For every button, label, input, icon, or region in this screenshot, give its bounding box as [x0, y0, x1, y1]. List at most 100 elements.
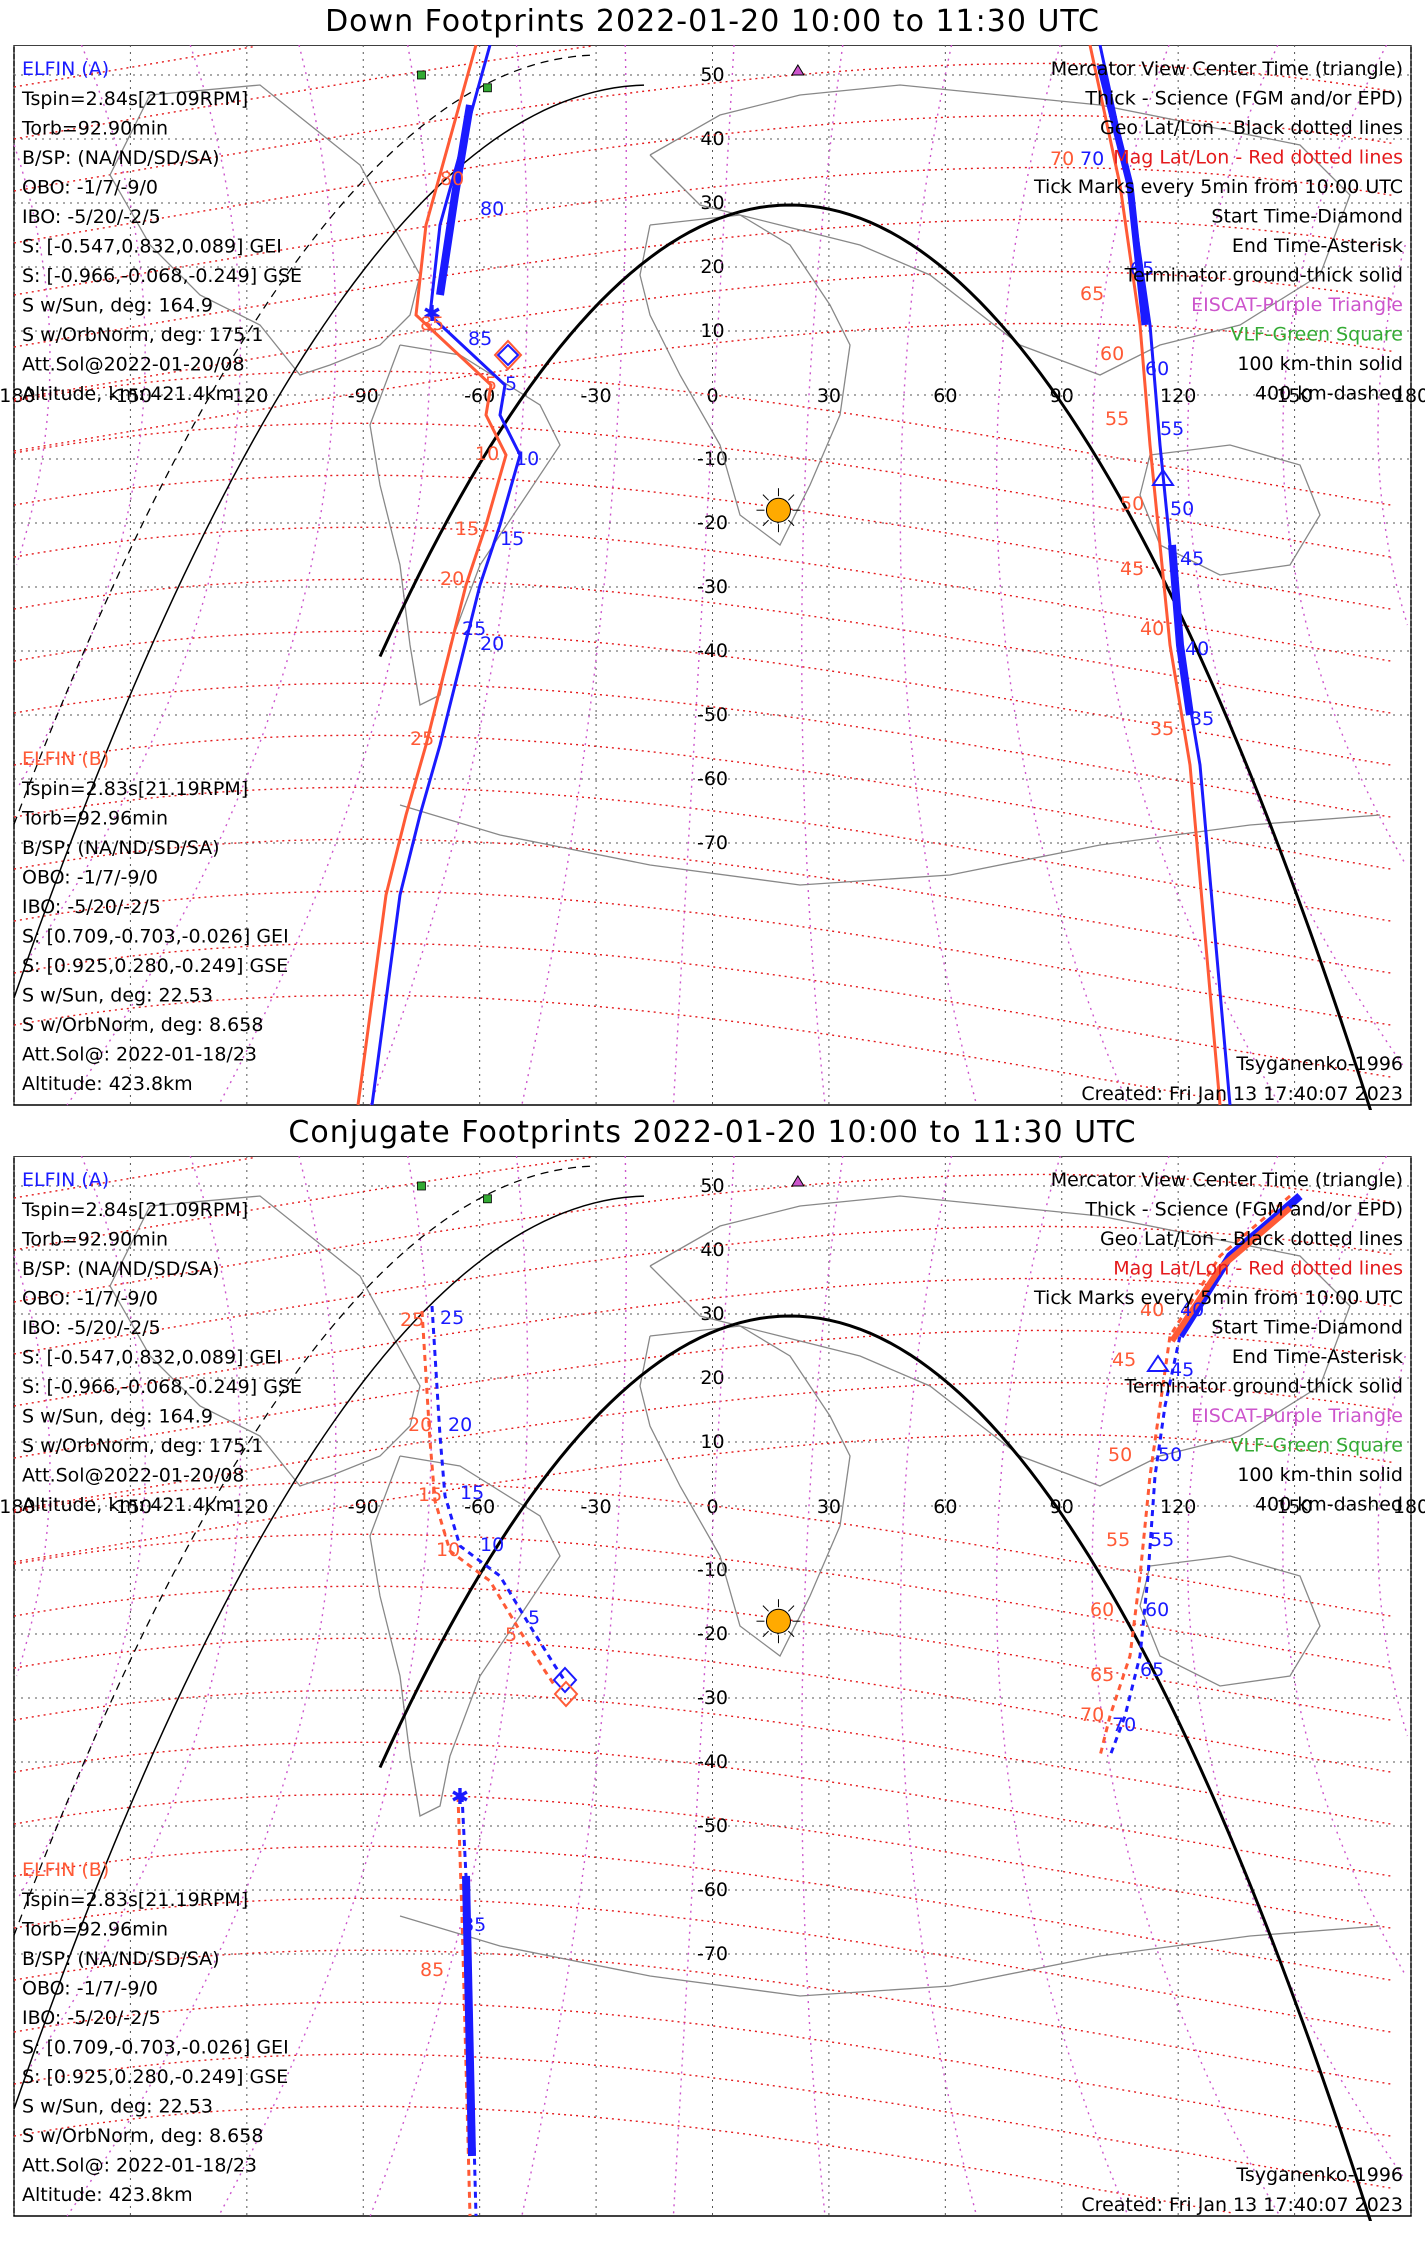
magnetic-latitude-line — [13, 114, 1395, 244]
elfin-b-track-asia — [1098, 1194, 1291, 1757]
elfin-b-info-line: Torb=92.96min — [21, 1919, 168, 1941]
legend-item: 400 km-dashed — [1255, 1494, 1403, 1516]
elfin-a-tick-label: 45 — [1180, 548, 1204, 570]
legend-item: Tick Marks every 5min from 10:00 UTC — [1033, 1287, 1403, 1309]
magnetic-longitude-line — [995, 45, 1129, 1106]
latitude-tick-label: -60 — [697, 768, 728, 790]
longitude-tick-label: 0 — [706, 1496, 718, 1518]
legend-item: VLF-Green Square — [1230, 1435, 1403, 1457]
latitude-tick-label: 40 — [700, 128, 724, 150]
longitude-tick-label: -60 — [464, 1496, 495, 1518]
elfin-a-info-line: IBO: -5/20/-2/5 — [22, 1317, 161, 1339]
magnetic-latitude-line — [13, 2053, 1395, 2190]
elfin-a-tick-label: 55 — [1160, 418, 1184, 440]
elfin-b-tick-label: 20 — [408, 1414, 432, 1436]
elfin-a-tick-label: 60 — [1145, 358, 1169, 380]
longitude-tick-label: 180 — [1393, 385, 1425, 407]
elfin-a-info-line: Altitude, km: 421.4km — [22, 1494, 234, 1516]
elfin-a-tick-label: 70 — [1080, 148, 1104, 170]
elfin-a-tick-label: 70 — [1112, 1714, 1136, 1736]
elfin-b-info-line: S: [0.709,-0.703,-0.026] GEI — [22, 2037, 289, 2059]
legend-item: Thick - Science (FGM and/or EPD) — [1084, 88, 1403, 110]
elfin-a-tick-label: 25 — [462, 618, 486, 640]
magnetic-latitude-line — [13, 2001, 1395, 2138]
elfin-b-info-line: S w/Sun, deg: 22.53 — [22, 2096, 213, 2118]
magnetic-latitude-line — [13, 1329, 1395, 1459]
elfin-a-info-line: B/SP: (NA/ND/SD/SA) — [22, 1258, 220, 1280]
elfin-b-info-line: S w/Sun, deg: 22.53 — [22, 985, 213, 1007]
elfin-a-info-line: Torb=92.90min — [21, 1229, 168, 1251]
latitude-tick-label: -40 — [697, 1751, 728, 1773]
sun-ray — [762, 494, 769, 501]
magnetic-longitude-line — [1282, 45, 1407, 866]
elfin-a-tick-label: 85 — [462, 1914, 486, 1936]
legend-item: Mercator View Center Time (triangle) — [1051, 1169, 1403, 1191]
elfin-b-tick-label: 85 — [420, 1959, 444, 1981]
elfin-b-name: ELFIN (B) — [22, 748, 109, 770]
magnetic-latitude-line — [13, 2105, 1235, 2214]
terminator-ground — [378, 203, 1373, 1110]
sun-ray — [788, 519, 795, 527]
elfin-b-info-line: IBO: -5/20/-2/5 — [22, 896, 161, 918]
longitude-tick-label: -180 — [0, 1496, 36, 1518]
magnetic-longitude-line — [1091, 45, 1281, 1106]
elfin-b-tick-label: 10 — [475, 443, 499, 465]
continent-africa — [639, 1325, 851, 1657]
longitude-tick-label: -30 — [581, 1496, 612, 1518]
continent-north-america — [109, 84, 421, 376]
magnetic-latitude-line — [13, 45, 255, 88]
elfin-b-tick-label: 5 — [505, 1624, 517, 1646]
elfin-a-track-americas — [370, 45, 522, 1106]
magnetic-latitude-line — [13, 1845, 1395, 1982]
magnetic-latitude-line — [13, 45, 595, 140]
elfin-a-tick-label: 5 — [528, 1607, 540, 1629]
magnetic-longitude-line — [899, 45, 978, 1106]
latitude-tick-label: -20 — [697, 512, 728, 534]
latitude-tick-label: -70 — [697, 832, 728, 854]
elfin-b-info-line: Att.Sol@: 2022-01-18/23 — [22, 2155, 257, 2177]
magnetic-latitude-line — [13, 786, 1395, 923]
magnetic-longitude-line — [1091, 1156, 1281, 2217]
magnetic-latitude-line — [13, 1173, 1395, 1303]
legend-item: 100 km-thin solid — [1237, 353, 1403, 375]
magnetic-latitude-line — [13, 1897, 1395, 2034]
longitude-tick-label: -120 — [225, 1496, 268, 1518]
elfin-a-info-line: Altitude, km: 421.4km — [22, 383, 234, 405]
elfin-b-tick-label: 70 — [1080, 1704, 1104, 1726]
sun-icon — [765, 1608, 791, 1634]
elfin-a-tick-label: 65 — [1130, 258, 1154, 280]
elfin-b-tick-label: 20 — [440, 568, 464, 590]
sun-ray — [762, 519, 769, 527]
longitude-tick-label: 150 — [1276, 1496, 1312, 1518]
longitude-tick-label: -120 — [225, 385, 268, 407]
elfin-b-tick-label: 40 — [1140, 618, 1164, 640]
elfin-a-info-line: Tspin=2.84s[21.09RPM] — [21, 1199, 248, 1221]
continent-antarctica — [399, 1915, 1381, 1997]
longitude-tick-label: -180 — [0, 385, 36, 407]
elfin-a-info-line: S: [-0.547,0.832,0.089] GEI — [22, 1347, 282, 1369]
elfin-a-science-segment — [462, 1875, 476, 2157]
legend-item: Thick - Science (FGM and/or EPD) — [1084, 1199, 1403, 1221]
start-diamond-icon — [496, 343, 520, 367]
eiscat-triangle-icon — [790, 1175, 805, 1187]
longitude-tick-label: 60 — [933, 1496, 957, 1518]
magnetic-latitude-line — [13, 994, 1235, 1103]
elfin-a-info-line: Att.Sol@2022-01-20/08 — [22, 1465, 245, 1487]
elfin-a-tick-label: 25 — [440, 1307, 464, 1329]
legend-item: Mercator View Center Time (triangle) — [1051, 58, 1403, 80]
longitude-tick-label: 120 — [1160, 385, 1196, 407]
panel-title-conjugate: Conjugate Footprints 2022-01-20 10:00 to… — [288, 1115, 1137, 1150]
latitude-tick-label: 50 — [700, 64, 724, 86]
end-asterisk-icon: ✱ — [451, 1785, 469, 1810]
magnetic-latitude-line — [13, 682, 1395, 819]
elfin-a-name: ELFIN (A) — [22, 1169, 109, 1191]
elfin-b-tick-label: 65 — [1090, 1664, 1114, 1686]
magnetic-latitude-line — [13, 1156, 255, 1199]
vlf-square-icon — [417, 1181, 426, 1191]
latitude-tick-label: -10 — [697, 1559, 728, 1581]
magnetic-latitude-line — [13, 1225, 1395, 1355]
elfin-b-science-segment — [1169, 1205, 1292, 1343]
elfin-b-info-line: S w/OrbNorm, deg: 8.658 — [22, 2125, 263, 2147]
elfin-a-info-line: Torb=92.90min — [21, 118, 168, 140]
elfin-b-tick-label: 70 — [1050, 148, 1074, 170]
